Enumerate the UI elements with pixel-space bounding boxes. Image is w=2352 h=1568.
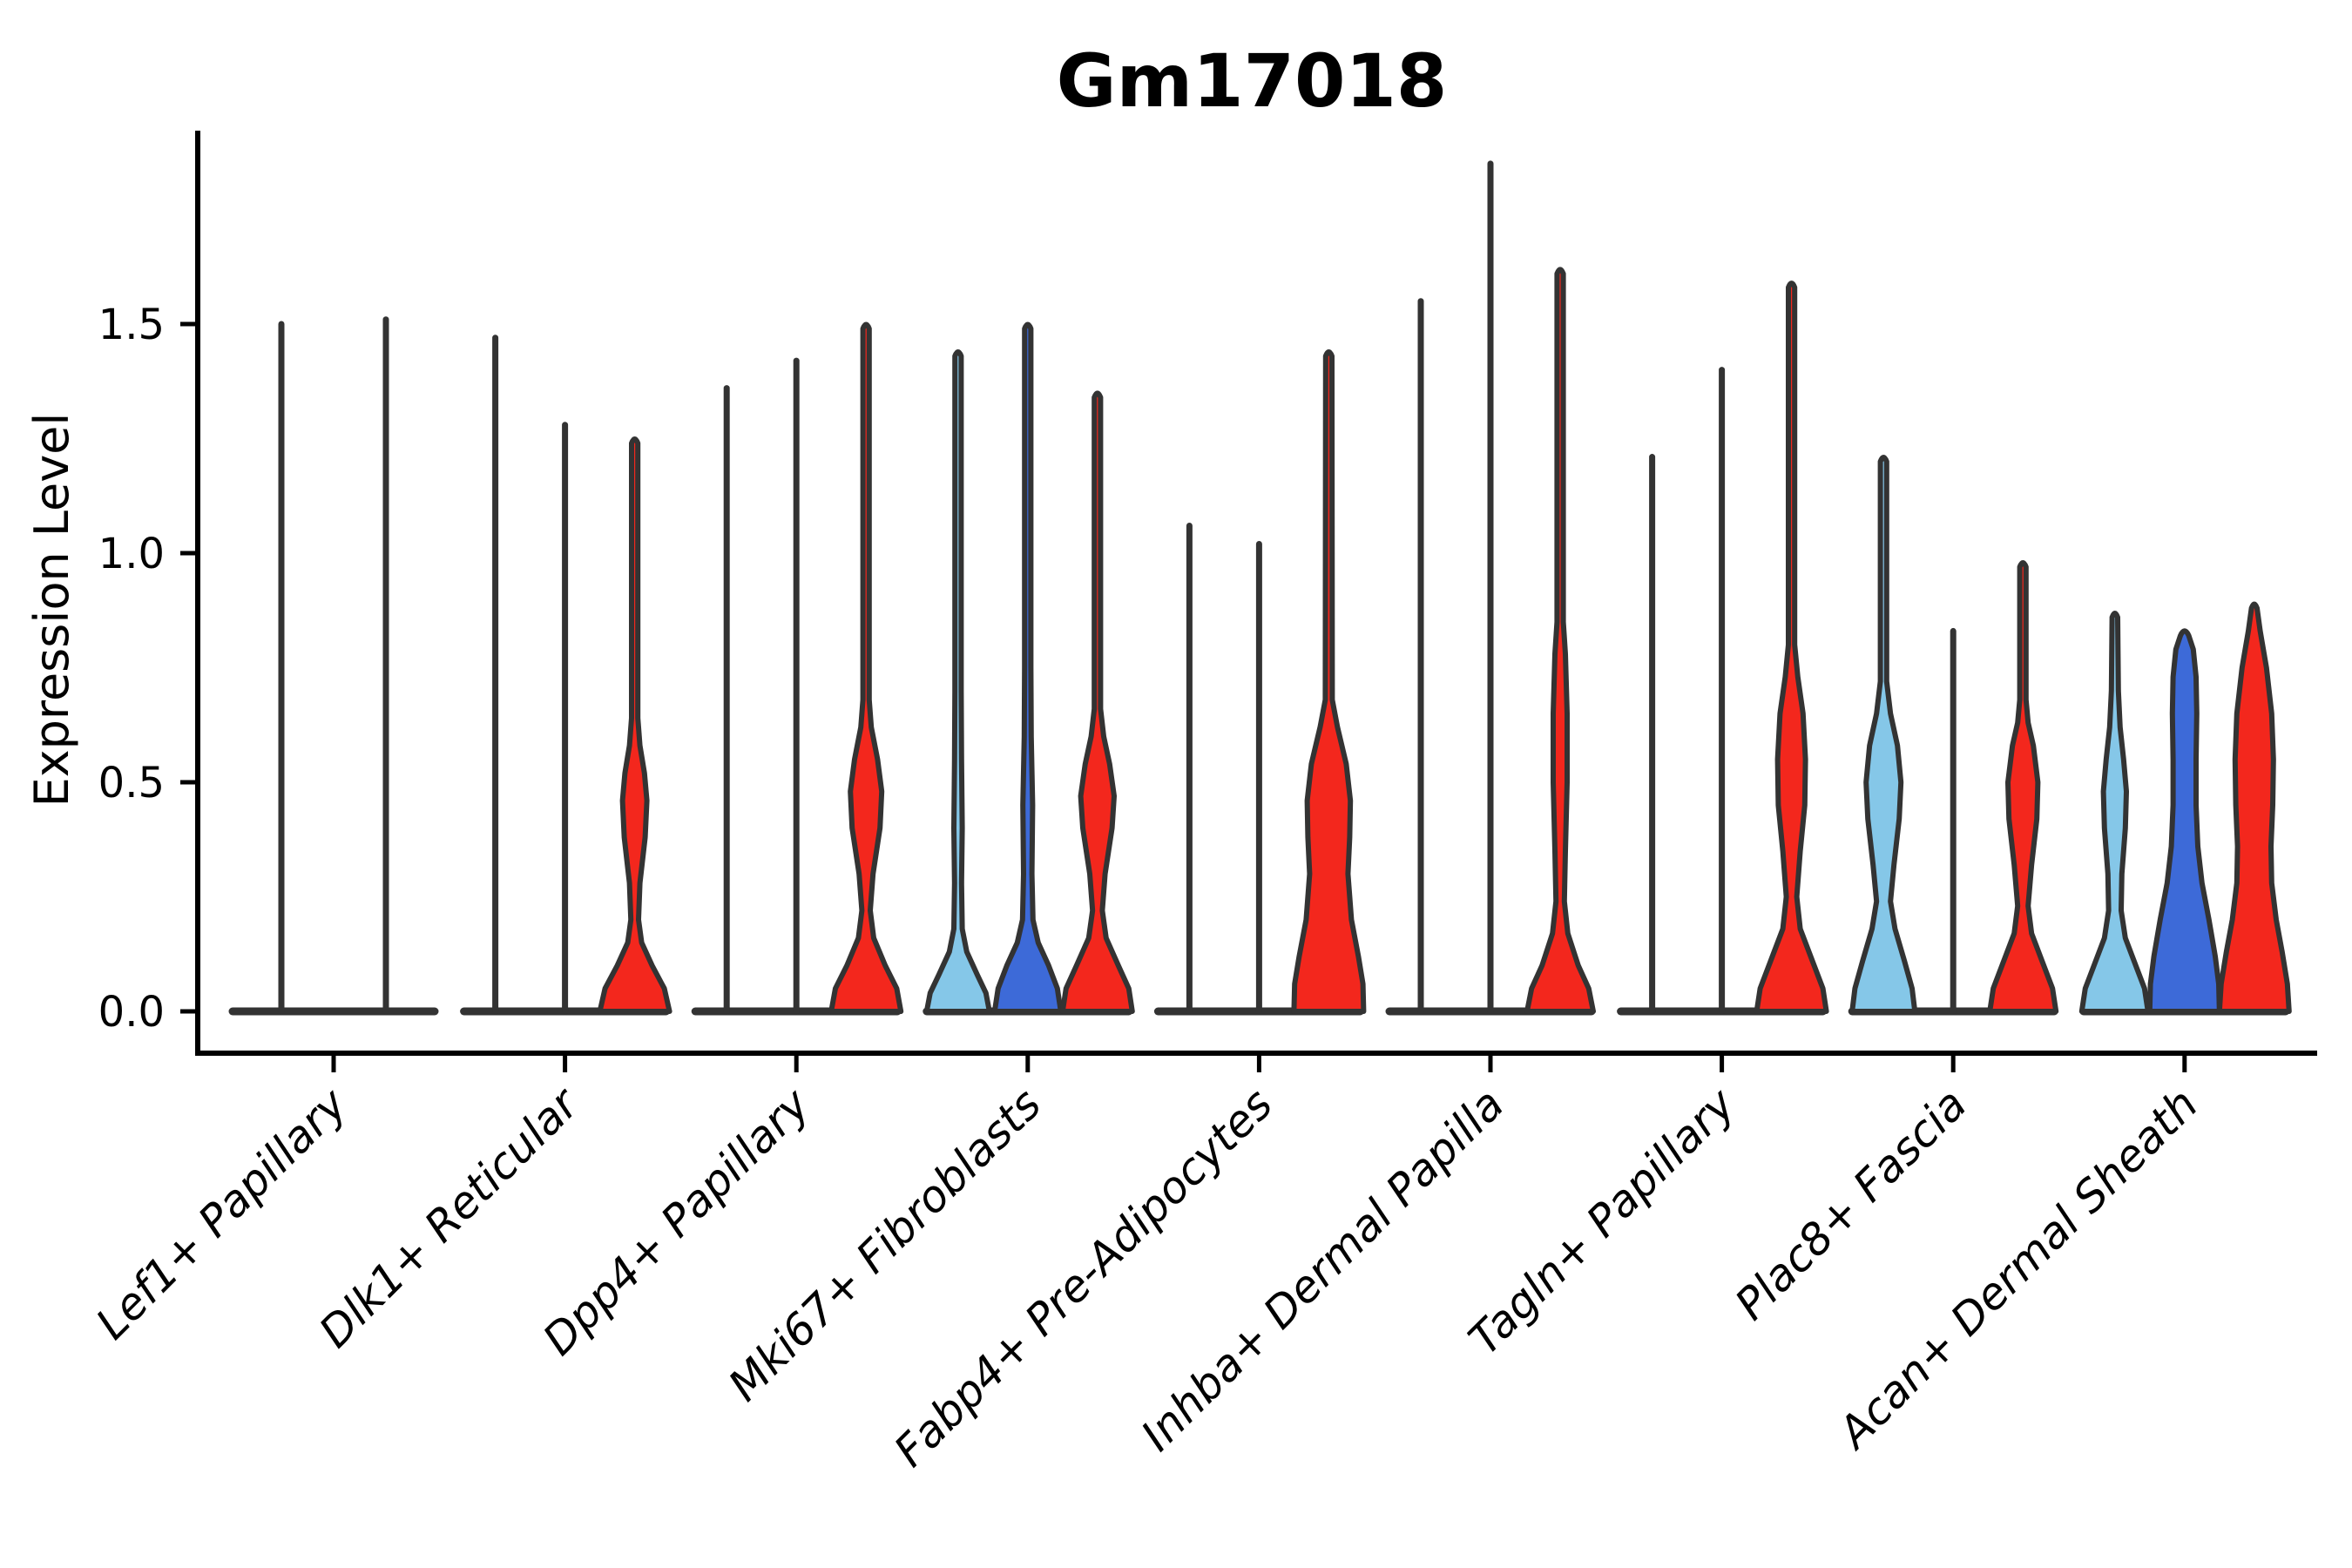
violin-body xyxy=(1291,349,1367,1014)
y-tick-label: 1.0 xyxy=(98,530,165,578)
x-tick-label: Lef1+ Papillary xyxy=(86,1078,357,1348)
violin-body xyxy=(2078,611,2151,1014)
violin-body xyxy=(1849,455,1918,1014)
violin-body xyxy=(923,349,992,1014)
violin-body xyxy=(1524,267,1596,1014)
y-tick-label: 1.5 xyxy=(98,301,165,349)
violin-body xyxy=(991,321,1064,1014)
violin-body xyxy=(2146,628,2222,1014)
y-axis-label: Expression Level xyxy=(24,413,79,808)
violin-body xyxy=(597,436,672,1014)
violin-body xyxy=(2216,601,2292,1014)
violin-body xyxy=(1987,559,2059,1014)
violin-body xyxy=(828,321,904,1014)
x-tick-label: Fabp4+ Pre-Adipocytes xyxy=(884,1078,1282,1477)
chart-title: Gm17018 xyxy=(1057,38,1448,124)
violin-body xyxy=(1754,280,1829,1014)
y-tick-label: 0.5 xyxy=(98,759,165,808)
x-tick-label: Plac8+ Fascia xyxy=(1726,1078,1977,1329)
violin-body xyxy=(1059,390,1135,1014)
y-tick-label: 0.0 xyxy=(98,988,165,1037)
